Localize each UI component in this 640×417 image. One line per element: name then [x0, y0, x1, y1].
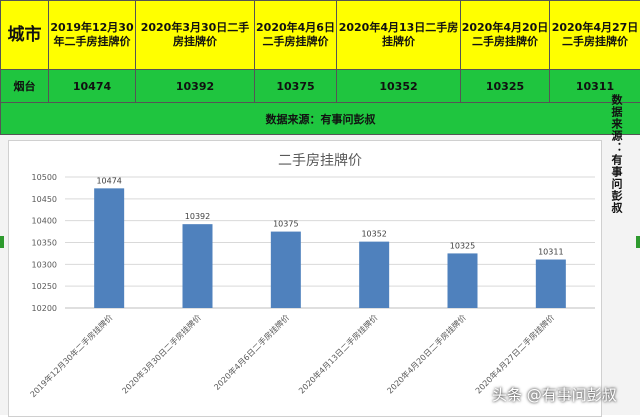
left-edge-marker: [0, 236, 4, 248]
y-tick-label: 10450: [32, 195, 57, 204]
date-header-cell[interactable]: 2020年4月13日二手房挂牌价: [337, 1, 461, 70]
header-row: 城市 2019年12月30年二手房挂牌价 2020年3月30日二手房挂牌价 20…: [1, 1, 640, 70]
right-edge-marker: [636, 236, 640, 248]
date-header-cell[interactable]: 2020年3月30日二手房挂牌价: [136, 1, 255, 70]
value-cell[interactable]: 10375: [255, 70, 337, 103]
value-cell[interactable]: 10352: [337, 70, 461, 103]
source-row: 数据来源：有事问彭叔: [1, 103, 640, 135]
value-cell[interactable]: 10311: [550, 70, 640, 103]
bar: [94, 188, 124, 308]
data-label: 10474: [96, 176, 121, 185]
category-label: 2020年4月6日二手房挂牌价: [212, 312, 292, 392]
bar: [536, 260, 566, 308]
value-cell[interactable]: 10474: [49, 70, 136, 103]
y-tick-label: 10350: [32, 239, 57, 248]
watermark: 头条 @有事问彭叔: [492, 384, 617, 405]
category-label: 2019年12月30年二手房挂牌价: [28, 312, 115, 399]
bar: [448, 253, 478, 308]
bar: [359, 242, 389, 308]
data-label: 10392: [185, 212, 210, 221]
y-tick-label: 10250: [32, 282, 57, 291]
data-row: 烟台 10474 10392 10375 10352 10325 10311: [1, 70, 640, 103]
date-header-cell[interactable]: 2020年4月27日二手房挂牌价: [550, 1, 640, 70]
chart-title: 二手房挂牌价: [278, 152, 362, 169]
side-source-note: 数据来源：有事问彭叔: [606, 94, 624, 214]
y-tick-label: 10500: [32, 173, 57, 182]
city-header-cell[interactable]: 城市: [1, 1, 49, 70]
date-header-cell[interactable]: 2019年12月30年二手房挂牌价: [49, 1, 136, 70]
bar-chart[interactable]: 二手房挂牌价 10200 10250 10300 10350 10400 10450 1050…: [8, 140, 602, 417]
y-tick-label: 10400: [32, 217, 57, 226]
category-label: 2020年4月20日二手房挂牌价: [385, 312, 468, 395]
chart-canvas: 二手房挂牌价 10200 10250 10300 10350 10400 10450 1050…: [9, 141, 601, 416]
bar: [183, 224, 213, 308]
source-cell[interactable]: 数据来源：有事问彭叔: [1, 103, 640, 135]
date-header-cell[interactable]: 2020年4月6日二手房挂牌价: [255, 1, 337, 70]
data-label: 10311: [538, 248, 563, 257]
date-header-cell[interactable]: 2020年4月20日二手房挂牌价: [461, 1, 550, 70]
bar: [271, 232, 301, 308]
category-label: 2020年3月30日二手房挂牌价: [120, 312, 203, 395]
y-tick-label: 10300: [32, 260, 57, 269]
value-cell[interactable]: 10325: [461, 70, 550, 103]
city-cell[interactable]: 烟台: [1, 70, 49, 103]
category-label: 2020年4月13日二手房挂牌价: [296, 312, 379, 395]
data-label: 10325: [450, 241, 475, 250]
price-table: 城市 2019年12月30年二手房挂牌价 2020年3月30日二手房挂牌价 20…: [0, 0, 640, 135]
data-label: 10352: [361, 230, 386, 239]
value-cell[interactable]: 10392: [136, 70, 255, 103]
y-tick-label: 10200: [32, 304, 57, 313]
data-label: 10375: [273, 220, 298, 229]
